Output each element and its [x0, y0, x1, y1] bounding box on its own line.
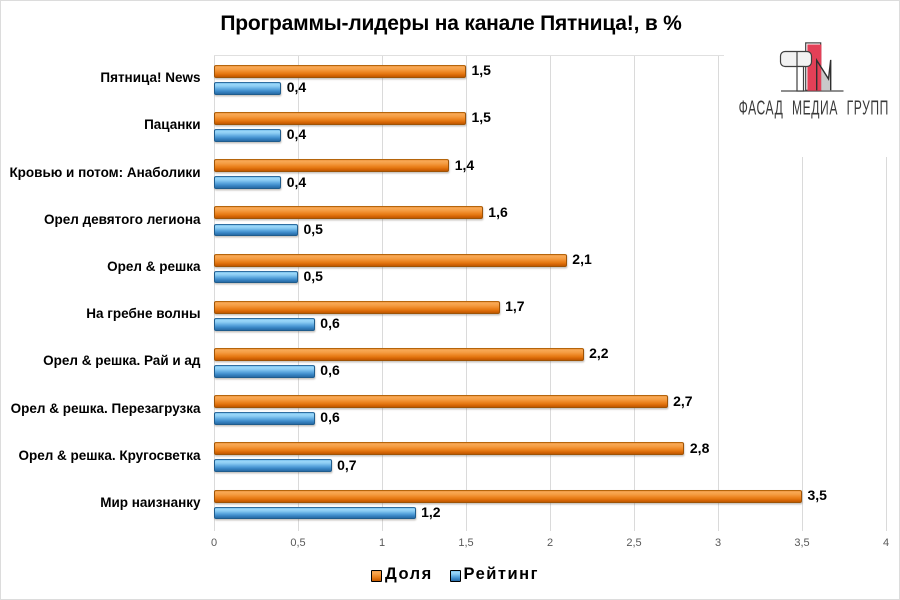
- svg-text:ФАСАД МЕДИА ГРУПП: ФАСАД МЕДИА ГРУПП: [739, 96, 889, 119]
